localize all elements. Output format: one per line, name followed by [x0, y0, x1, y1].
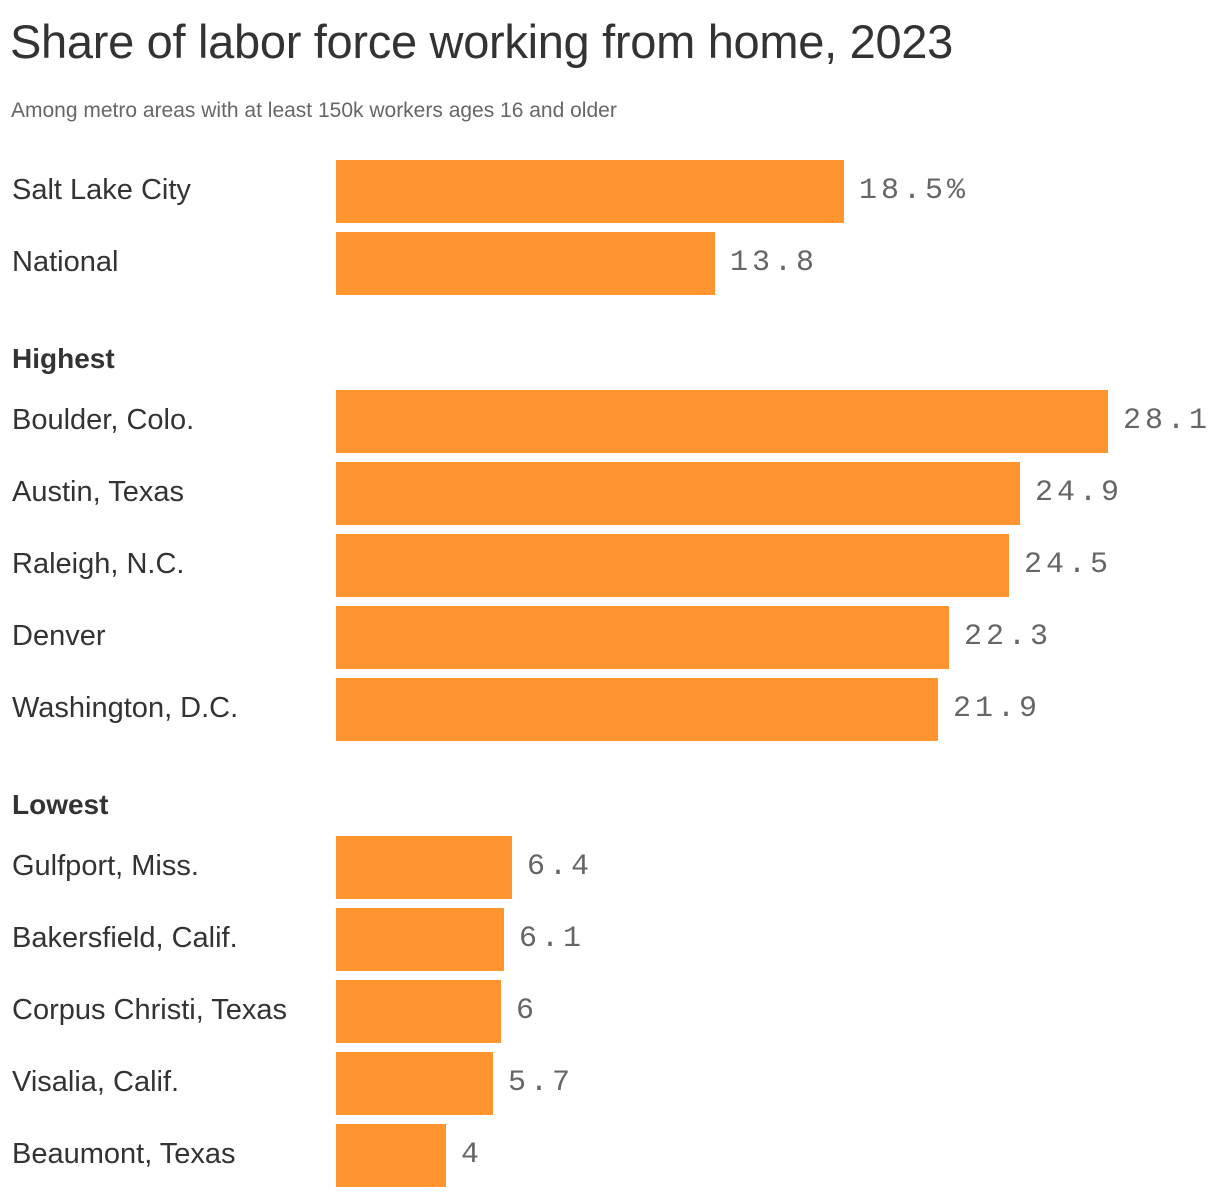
bar-value-label: 28.1	[1123, 404, 1212, 438]
bar-value-label: 6	[516, 994, 539, 1028]
bar-label: Denver	[12, 620, 106, 652]
bar	[336, 836, 512, 899]
bar-label: Washington, D.C.	[12, 692, 239, 724]
bar-label: Gulfport, Miss.	[12, 850, 199, 882]
bar-row: Denver 22.3	[0, 606, 1220, 669]
bar-row: National 13.8	[0, 232, 1220, 295]
bar-label: Salt Lake City	[12, 174, 191, 206]
chart-subtitle: Among metro areas with at least 150k wor…	[11, 99, 617, 122]
bar-value-label: 24.5	[1024, 548, 1113, 582]
bar-row: Washington, D.C. 21.9	[0, 678, 1220, 741]
bar	[336, 678, 938, 741]
bar-label: Raleigh, N.C.	[12, 548, 185, 580]
bar-value-label: 4	[461, 1138, 484, 1172]
bar	[336, 160, 844, 223]
bar-row: Salt Lake City 18.5%	[0, 160, 1220, 223]
bar-row: Beaumont, Texas 4	[0, 1124, 1220, 1187]
chart-title: Share of labor force working from home, …	[10, 15, 953, 68]
bar-label: National	[12, 246, 119, 278]
bar-row: Visalia, Calif. 5.7	[0, 1052, 1220, 1115]
group-label-lowest: Lowest	[12, 789, 109, 820]
bar-row: Corpus Christi, Texas 6	[0, 980, 1220, 1043]
bar	[336, 232, 715, 295]
bar-value-label: 21.9	[953, 692, 1042, 726]
bar-label: Bakersfield, Calif.	[12, 922, 238, 954]
bar-row: Bakersfield, Calif. 6.1	[0, 908, 1220, 971]
bar-value-label: 24.9	[1035, 476, 1124, 510]
bar-label: Visalia, Calif.	[12, 1066, 180, 1098]
bar-value-label: 6.1	[519, 922, 586, 956]
bar	[336, 390, 1108, 453]
bar-label: Boulder, Colo.	[12, 404, 195, 436]
bar-value-label: 6.4	[527, 850, 594, 884]
bar	[336, 908, 504, 971]
bar	[336, 534, 1009, 597]
bar-label: Austin, Texas	[12, 476, 184, 508]
bar	[336, 1052, 493, 1115]
bar-label: Corpus Christi, Texas	[12, 994, 288, 1026]
bar	[336, 1124, 446, 1187]
bar-value-label: 18.5%	[859, 174, 970, 208]
bar-value-label: 22.3	[964, 620, 1053, 654]
bar-row: Gulfport, Miss. 6.4	[0, 836, 1220, 899]
bar-value-label: 13.8	[730, 246, 819, 280]
bar-row: Boulder, Colo. 28.1	[0, 390, 1220, 453]
bar-row: Austin, Texas 24.9	[0, 462, 1220, 525]
bar-label: Beaumont, Texas	[12, 1138, 236, 1170]
bar-row: Raleigh, N.C. 24.5	[0, 534, 1220, 597]
bar	[336, 606, 949, 669]
bar	[336, 462, 1020, 525]
bar-value-label: 5.7	[508, 1066, 575, 1100]
bar	[336, 980, 501, 1043]
group-label-highest: Highest	[12, 343, 115, 374]
